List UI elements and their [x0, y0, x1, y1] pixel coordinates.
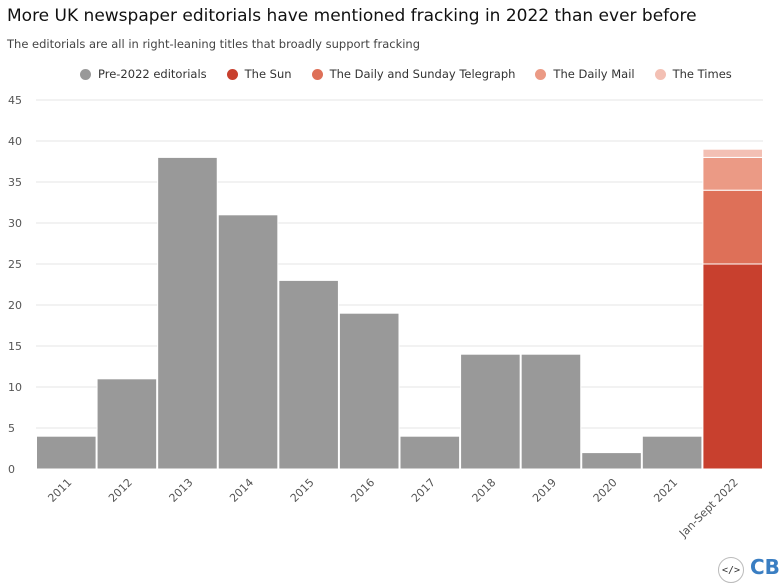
legend-swatch	[226, 68, 238, 80]
y-tick-label: 15	[8, 340, 22, 353]
x-tick-label: 2016	[348, 476, 377, 505]
bar[interactable]	[278, 279, 339, 470]
y-tick-label: 20	[8, 299, 22, 312]
y-tick-label: 0	[8, 463, 15, 476]
y-tick-label: 40	[8, 135, 22, 148]
y-tick-label: 30	[8, 217, 22, 230]
bar[interactable]	[36, 435, 97, 470]
bar[interactable]	[641, 435, 703, 470]
y-tick-label: 45	[8, 94, 22, 107]
y-tick-label: 35	[8, 176, 22, 189]
y-tick-label: 5	[8, 422, 15, 435]
x-tick-label: 2019	[530, 476, 559, 505]
bar[interactable]	[702, 148, 764, 158]
embed-code-icon[interactable]: </>	[718, 557, 744, 583]
bar[interactable]	[581, 452, 642, 470]
x-tick-label: 2018	[470, 476, 499, 505]
bar[interactable]	[338, 312, 400, 470]
x-tick-label: 2012	[106, 476, 135, 505]
x-tick-label: 2017	[409, 476, 438, 505]
x-tick-label: 2021	[651, 476, 680, 505]
y-tick-label: 25	[8, 258, 22, 271]
bar[interactable]	[460, 353, 521, 470]
x-tick-label: 2015	[288, 476, 317, 505]
legend-label: The Times	[672, 67, 732, 81]
legend-label: Pre-2022 editorials	[98, 67, 207, 81]
legend: Pre-2022 editorials The Sun The Daily and …	[80, 67, 752, 81]
x-tick-label: Jan-Sept 2022	[676, 476, 741, 541]
y-tick-label: 10	[8, 381, 22, 394]
chart-subtitle: The editorials are all in right-leaning …	[7, 37, 421, 51]
bar[interactable]	[96, 378, 158, 470]
legend-item[interactable]: The Times	[654, 67, 732, 81]
x-tick-label: 2014	[227, 476, 256, 505]
bar[interactable]	[702, 263, 764, 470]
legend-swatch	[654, 68, 666, 80]
carbon-brief-logo: CB	[750, 555, 780, 579]
bar[interactable]	[702, 189, 764, 265]
legend-label: The Daily Mail	[553, 67, 635, 81]
x-tick-label: 2011	[45, 476, 74, 505]
bar[interactable]	[702, 156, 764, 191]
legend-item[interactable]: The Sun	[226, 67, 292, 81]
chart-title: More UK newspaper editorials have mentio…	[7, 6, 697, 26]
legend-swatch	[535, 68, 547, 80]
legend-item[interactable]: The Daily and Sunday Telegraph	[311, 67, 516, 81]
legend-label: The Sun	[244, 67, 292, 81]
legend-swatch	[311, 68, 323, 80]
bar[interactable]	[217, 214, 279, 470]
legend-label: The Daily and Sunday Telegraph	[329, 67, 516, 81]
legend-item[interactable]: The Daily Mail	[535, 67, 635, 81]
legend-swatch	[80, 68, 91, 80]
x-tick-label: 2013	[167, 476, 196, 505]
bar[interactable]	[157, 156, 218, 470]
bar[interactable]	[399, 435, 461, 470]
legend-item[interactable]: Pre-2022 editorials	[80, 67, 207, 81]
x-tick-label: 2020	[591, 476, 620, 505]
bar[interactable]	[520, 353, 582, 470]
